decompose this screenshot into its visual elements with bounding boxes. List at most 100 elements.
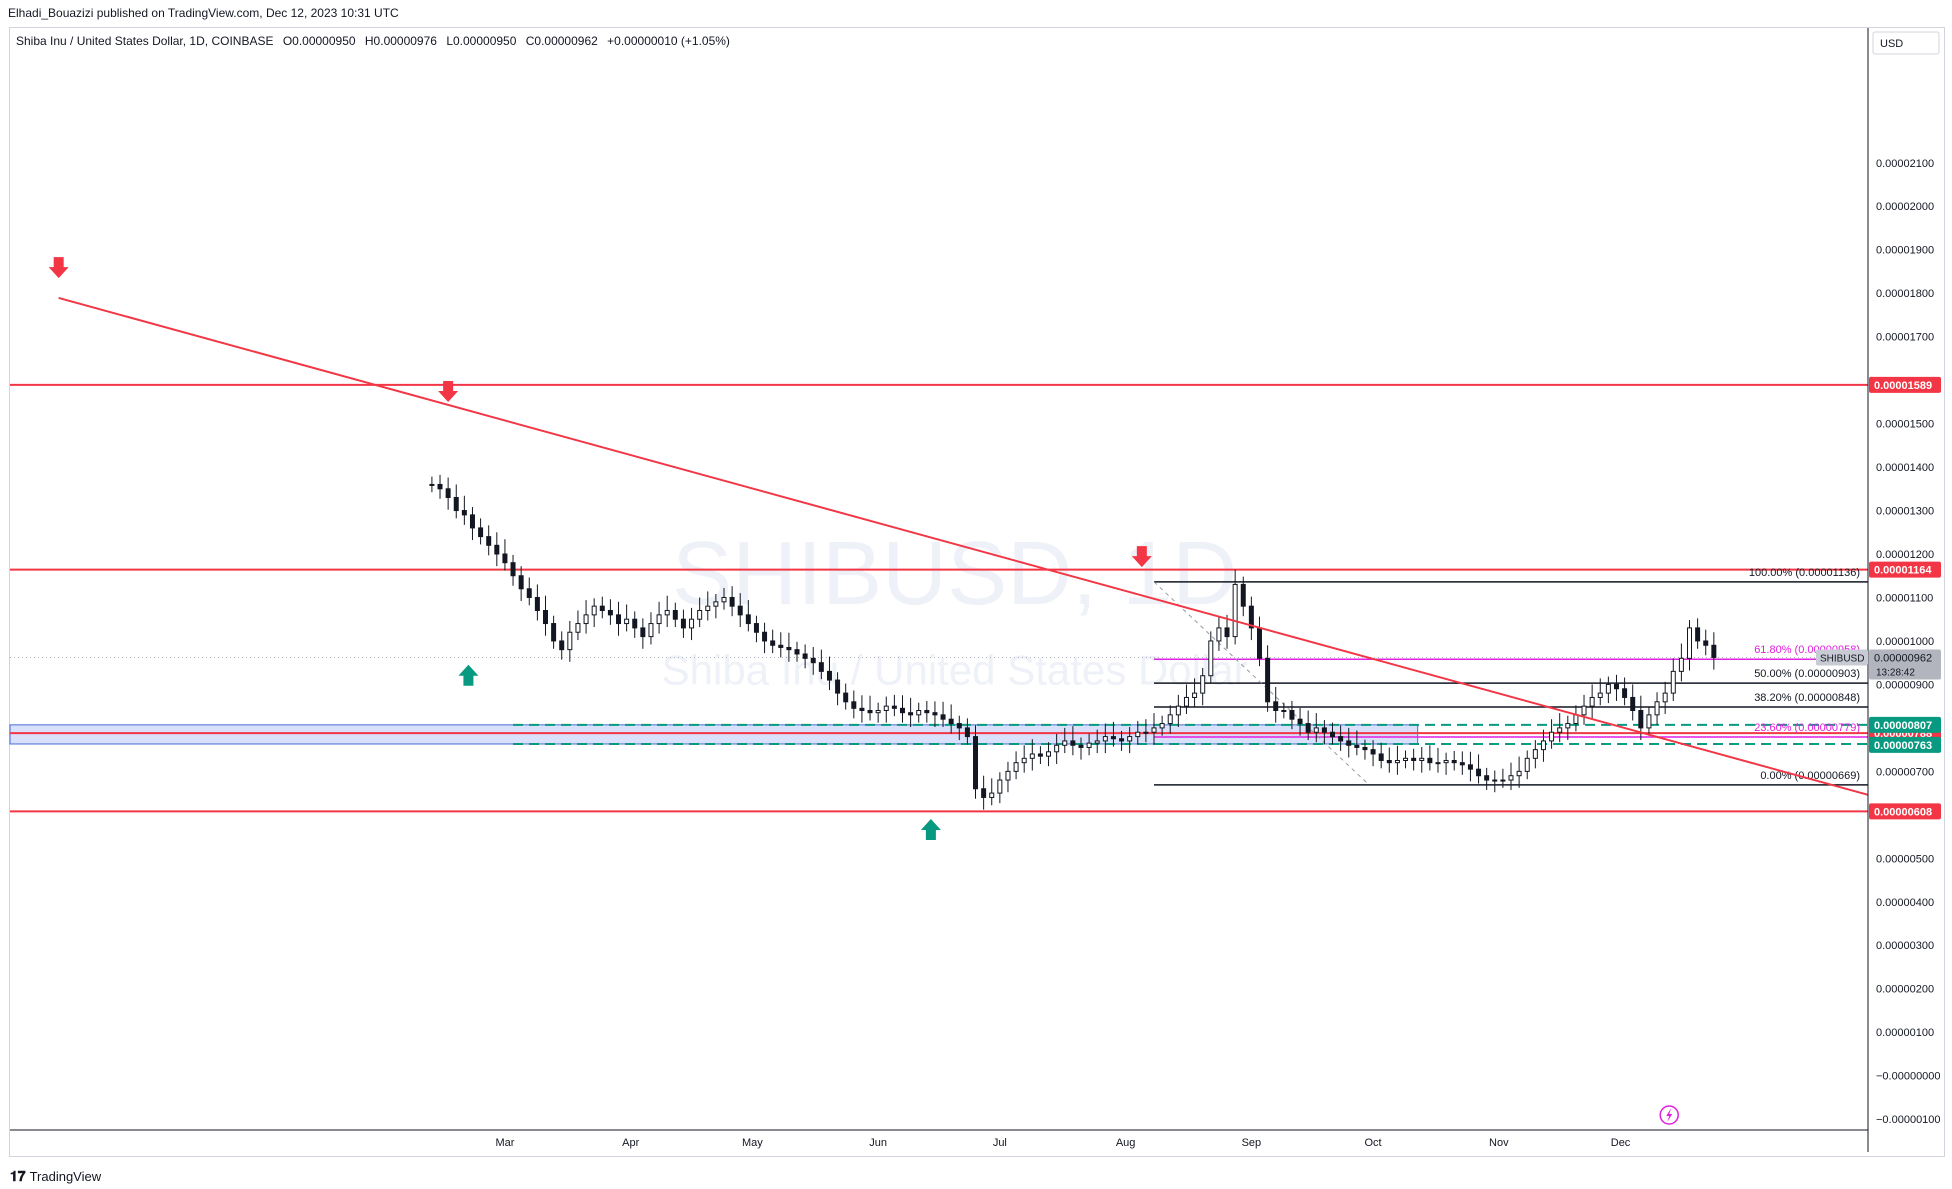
candle-body	[908, 712, 914, 716]
candle-body	[786, 646, 792, 651]
candle-body	[1443, 759, 1449, 764]
candle-body	[818, 662, 824, 672]
tradingview-logo-icon: 𝟏𝟕	[10, 1168, 26, 1184]
y-tick-label: 0.00001900	[1876, 245, 1934, 257]
legend-change: +0.00000010 (+1.05%)	[607, 34, 730, 48]
y-tick-label: 0.00001300	[1876, 506, 1934, 518]
x-tick-label: Mar	[495, 1137, 514, 1149]
candle-body	[1370, 749, 1376, 755]
candle-body	[1224, 627, 1230, 638]
y-tick-label: 0.00001400	[1876, 462, 1934, 474]
candle-body	[1565, 723, 1571, 729]
candle-body	[551, 623, 557, 642]
candle-body	[1005, 770, 1011, 781]
y-tick-label: 0.00000900	[1876, 679, 1934, 691]
candle-body	[1508, 775, 1514, 781]
candle-body	[1305, 723, 1311, 733]
candle-body	[1086, 742, 1092, 748]
candle-body	[1654, 701, 1660, 716]
level-price-tag-0: 0.00001589	[1874, 380, 1932, 392]
y-tick-label: 0.00002000	[1876, 201, 1934, 213]
candle-body	[1605, 683, 1611, 694]
candle-body	[883, 705, 889, 712]
fib-label-5: 0.00% (0.00000669)	[1760, 770, 1860, 782]
candle-body	[1597, 692, 1603, 698]
candle-body	[973, 736, 979, 790]
candle-body	[1175, 705, 1181, 716]
candle-body	[1338, 736, 1344, 742]
candle-body	[494, 544, 500, 555]
candle-body	[672, 610, 678, 620]
candle-body	[899, 707, 905, 714]
candle-body	[567, 631, 573, 651]
candle-body	[770, 640, 776, 646]
candle-body	[867, 710, 873, 714]
candle-body	[1062, 740, 1068, 746]
candle-body	[1613, 683, 1619, 690]
candle-body	[656, 614, 662, 625]
candle-body	[1029, 753, 1035, 759]
candle-body	[1248, 605, 1254, 629]
candle-body	[932, 712, 938, 716]
candle-body	[1208, 640, 1214, 677]
candle-body	[802, 653, 808, 659]
lightning-icon	[1659, 1105, 1679, 1125]
candle-body	[559, 640, 565, 651]
candle-body	[1549, 731, 1555, 742]
y-tick-label: 0.00000300	[1876, 940, 1934, 952]
teal-price-tag-1: 0.00000763	[1874, 740, 1932, 752]
candle-body	[1589, 696, 1595, 707]
candle-body	[1573, 714, 1579, 725]
fib-label-4: 23.60% (0.00000779)	[1754, 722, 1860, 734]
candle-body	[1354, 744, 1360, 748]
candle-body	[989, 792, 995, 798]
candle-body	[1687, 627, 1693, 659]
fib-label-0: 100.00% (0.00001136)	[1749, 567, 1860, 579]
candle-body	[1516, 770, 1522, 777]
publisher-caption: Elhadi_Bouazizi published on TradingView…	[8, 6, 399, 20]
level-price-tag-1: 0.00001164	[1874, 565, 1932, 577]
candle-body	[891, 705, 897, 709]
down-arrow-icon	[1131, 546, 1152, 568]
candle-body	[729, 596, 735, 607]
candle-body	[461, 510, 467, 516]
y-tick-label: 0.00001000	[1876, 636, 1934, 648]
candle-body	[1411, 757, 1417, 761]
x-tick-label: Jun	[869, 1137, 887, 1149]
candle-body	[794, 649, 800, 655]
candle-body	[924, 710, 930, 714]
candle-body	[1540, 740, 1546, 751]
candle-body	[478, 527, 484, 538]
ohlc-legend: Shiba Inu / United States Dollar, 1D, CO…	[16, 34, 736, 48]
candle-body	[583, 614, 589, 625]
candle-body	[916, 710, 922, 716]
last-price-tag-bg	[1869, 649, 1941, 680]
candle-body	[721, 596, 727, 603]
candle-body	[1638, 710, 1644, 729]
y-tick-label: 0.00000700	[1876, 766, 1934, 778]
candle-body	[575, 623, 581, 633]
legend-open: O0.00000950	[282, 34, 356, 48]
candle-body	[1119, 738, 1125, 742]
down-arrow-icon	[438, 380, 459, 402]
candle-body	[875, 710, 881, 714]
tradingview-footer[interactable]: 𝟏𝟕 TradingView	[10, 1168, 101, 1185]
candle-body	[526, 588, 532, 598]
candle-body	[851, 701, 857, 709]
candle-body	[1711, 644, 1717, 658]
level-price-tag-3: 0.00000608	[1874, 806, 1932, 818]
legend-symbol: Shiba Inu / United States Dollar, 1D, CO…	[16, 34, 274, 48]
candle-body	[1037, 753, 1043, 757]
x-tick-label: Oct	[1365, 1137, 1382, 1149]
y-tick-label: 0.00002100	[1876, 158, 1934, 170]
chart-frame[interactable]	[9, 27, 1945, 1157]
y-tick-label: 0.00001500	[1876, 419, 1934, 431]
candle-body	[981, 788, 987, 798]
candle-body	[1386, 759, 1392, 764]
candle-body	[648, 623, 654, 638]
candle-body	[1500, 779, 1506, 782]
candle-body	[826, 670, 832, 681]
candle-body	[859, 707, 865, 712]
y-tick-label: −0.00000000	[1876, 1071, 1941, 1083]
